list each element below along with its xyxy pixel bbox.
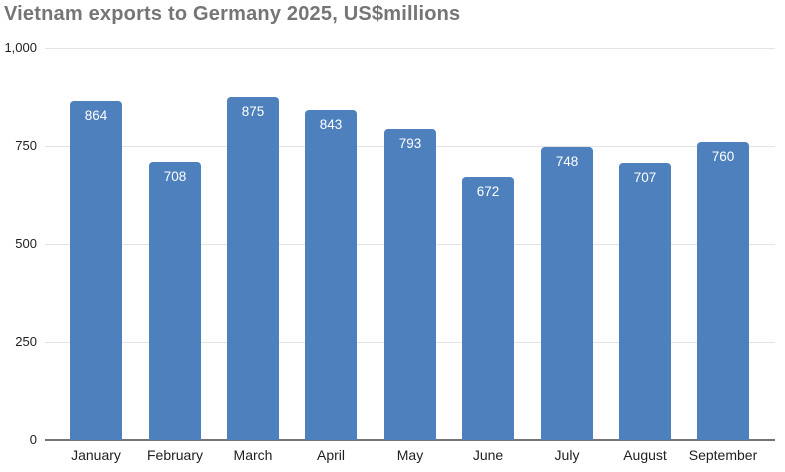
x-axis-tick-label: July [554,447,580,463]
bar[interactable]: 708 [149,162,201,440]
bar-value-label: 864 [84,108,108,123]
bar[interactable]: 672 [462,177,514,440]
x-axis-tick-label: May [396,447,424,463]
bar-value-label: 748 [555,154,579,169]
bar-value-label: 793 [398,136,422,151]
y-axis-tick-label: 750 [15,138,37,153]
x-axis-tick-label: June [472,447,504,463]
x-axis-line [45,439,775,441]
bar[interactable]: 748 [541,147,593,440]
x-axis-tick-label: April [316,447,345,463]
bar-value-label: 708 [163,169,187,184]
y-axis-tick-label: 0 [29,432,37,447]
bar-value-label: 843 [319,117,343,132]
y-axis-tick-label: 250 [15,334,37,349]
bar[interactable]: 875 [227,97,279,440]
y-axis-tick-label: 500 [15,236,37,251]
x-axis-tick-label: January [71,447,121,463]
x-axis-tick-label: March [233,447,273,463]
bar-value-label: 707 [633,170,657,185]
bar[interactable]: 793 [384,129,436,440]
x-axis-tick-label: September [688,447,758,463]
gridline [45,48,775,49]
chart-title: Vietnam exports to Germany 2025, US$mill… [4,3,461,25]
bar-value-label: 875 [241,104,265,119]
bar[interactable]: 843 [305,110,357,440]
x-axis-tick-label: February [146,447,204,463]
bar-value-label: 760 [711,149,735,164]
bar[interactable]: 707 [619,163,671,440]
x-axis-tick-label: August [623,447,667,463]
bar[interactable]: 760 [697,142,749,440]
bar-value-label: 672 [476,184,500,199]
y-axis-tick-label: 1,000 [4,40,37,55]
bar[interactable]: 864 [70,101,122,440]
